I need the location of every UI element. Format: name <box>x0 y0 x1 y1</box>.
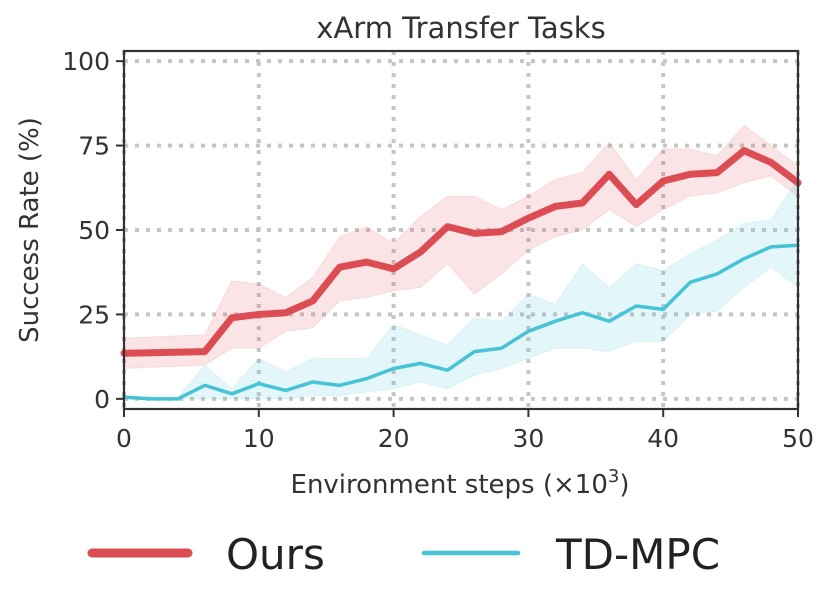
y-tick-label-25: 25 <box>78 300 110 329</box>
x-axis-label: Environment steps (×103) <box>291 466 630 500</box>
legend: Ours TD-MPC <box>87 530 720 579</box>
legend-label-td-mpc: TD-MPC <box>555 530 720 579</box>
series-lines <box>120 147 802 401</box>
y-axis-label: Success Rate (%) <box>15 117 45 343</box>
x-tick-label-20: 20 <box>378 424 410 453</box>
chart-title: xArm Transfer Tasks <box>316 11 605 45</box>
series-line-td-mpc <box>122 243 800 401</box>
x-tick-label-40: 40 <box>647 424 679 453</box>
x-axis-label-main: Environment steps (×10 <box>291 470 608 500</box>
series-line-ours <box>120 147 802 357</box>
grid <box>122 51 800 409</box>
x-tick-label-10: 10 <box>243 424 275 453</box>
y-tick-label-50: 50 <box>78 216 110 245</box>
x-tick-label-0: 0 <box>116 424 132 453</box>
y-tick-label-0: 0 <box>94 385 110 414</box>
legend-label-ours: Ours <box>226 530 325 579</box>
x-axis-label-close: ) <box>619 470 629 500</box>
x-tick-label-50: 50 <box>782 424 814 453</box>
y-tick-label-75: 75 <box>78 132 110 161</box>
confidence-bands <box>123 124 799 400</box>
axis-ticks: 0 10 20 30 40 50 0 25 50 75 100 <box>62 47 814 453</box>
y-tick-label-100: 100 <box>62 47 110 76</box>
x-axis-label-exponent: 3 <box>608 466 619 487</box>
x-tick-label-30: 30 <box>512 424 544 453</box>
